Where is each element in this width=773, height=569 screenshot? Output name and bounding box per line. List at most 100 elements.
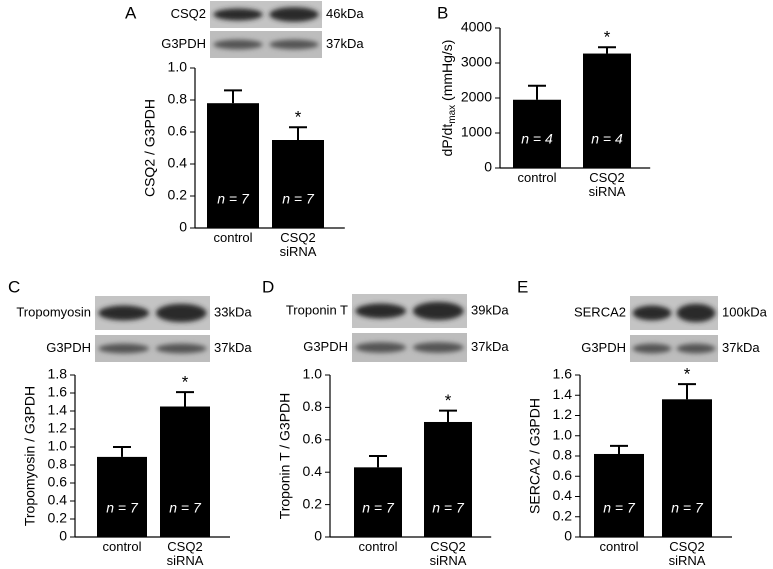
y-tick-label: 0.8	[303, 398, 323, 414]
x-tick-label: control	[517, 170, 557, 185]
y-axis-label: Troponin T / G3PDH	[277, 393, 293, 520]
y-axis-label: dP/dtmax (mmHg/s)	[439, 40, 458, 157]
y-tick-label: 1.8	[48, 366, 68, 382]
y-tick-label: 0	[59, 528, 67, 544]
y-tick-label: 1.0	[48, 438, 68, 454]
panel-letter: E	[517, 277, 528, 296]
y-tick-label: 0.4	[48, 492, 68, 508]
y-tick-label: 0.2	[553, 507, 573, 523]
blot-band	[632, 343, 672, 354]
y-tick-label: 0.6	[168, 123, 188, 139]
y-tick-label: 0.8	[553, 447, 573, 463]
blot-size: 39kDa	[471, 302, 509, 317]
blot-size: 100kDa	[722, 304, 768, 319]
bar	[583, 53, 631, 168]
bar	[424, 421, 472, 537]
blot-size: 37kDa	[326, 36, 364, 51]
panel-letter: D	[262, 277, 274, 296]
panel-letter: B	[437, 3, 448, 22]
blot-band	[269, 39, 319, 50]
y-tick-label: 0.6	[48, 474, 68, 490]
y-tick-label: 1.0	[553, 426, 573, 442]
y-tick-label: 0	[314, 528, 322, 544]
y-tick-label: 0.8	[48, 456, 68, 472]
y-tick-label: 1.2	[48, 420, 68, 436]
y-tick-label: 0	[484, 159, 492, 175]
y-axis-label: Tropomyosin / G3PDH	[22, 386, 38, 526]
y-tick-label: 0.6	[303, 431, 323, 447]
blot-band	[269, 7, 319, 22]
blot-size: 46kDa	[326, 6, 364, 21]
blot-protein: Troponin T	[286, 302, 348, 317]
bar	[272, 140, 324, 228]
blot-protein: G3PDH	[46, 340, 91, 355]
n-label: n = 7	[362, 500, 395, 516]
y-label-sub: max	[447, 105, 458, 124]
y-tick-label: 0.8	[168, 91, 188, 107]
significance-marker: *	[445, 391, 452, 410]
n-label: n = 7	[169, 500, 202, 516]
panel-letter: A	[125, 3, 137, 22]
blot-band	[676, 343, 716, 354]
blot-protein: Tropomyosin	[16, 304, 91, 319]
blot-band	[98, 343, 150, 354]
y-tick-label: 0.2	[303, 495, 323, 511]
blot-band	[155, 303, 207, 323]
y-tick-label: 0.4	[303, 463, 323, 479]
significance-marker: *	[295, 108, 302, 127]
x-tick-label: CSQ2 siRNA	[588, 170, 626, 199]
blot-band	[632, 305, 672, 321]
x-tick-label: control	[599, 539, 639, 554]
blot-band	[412, 342, 464, 353]
y-tick-label: 4000	[461, 19, 492, 35]
panel-letter: C	[8, 277, 20, 296]
y-tick-label: 0.4	[168, 155, 188, 171]
y-label-unit: (mmHg/s)	[439, 40, 455, 105]
y-tick-label: 1.4	[48, 402, 68, 418]
x-tick-label: control	[102, 539, 142, 554]
x-tick-label: CSQ2 siRNA	[668, 539, 706, 568]
y-tick-label: 0.6	[553, 467, 573, 483]
significance-marker: *	[684, 365, 691, 384]
blot-size: 37kDa	[722, 340, 760, 355]
bar	[160, 406, 210, 537]
x-tick-label: CSQ2 siRNA	[429, 539, 467, 568]
n-label: n = 7	[432, 500, 465, 516]
n-label: n = 7	[282, 191, 315, 207]
y-tick-label: 1.0	[168, 59, 188, 75]
x-tick-label: CSQ2 siRNA	[166, 539, 204, 568]
bar	[662, 399, 712, 537]
bar	[513, 99, 561, 168]
significance-marker: *	[604, 28, 611, 47]
blot-band	[213, 8, 263, 21]
n-label: n = 7	[603, 500, 636, 516]
y-tick-label: 2000	[461, 89, 492, 105]
y-tick-label: 0.2	[168, 187, 188, 203]
n-label: n = 4	[521, 131, 553, 147]
bar	[207, 103, 259, 228]
blot-band	[412, 301, 464, 321]
blot-band	[676, 303, 716, 323]
blot-band	[355, 303, 407, 319]
x-tick-label: control	[358, 539, 398, 554]
n-label: n = 4	[591, 131, 623, 147]
blot-protein: CSQ2	[171, 6, 206, 21]
n-label: n = 7	[217, 191, 250, 207]
y-tick-label: 1.0	[303, 366, 323, 382]
significance-marker: *	[182, 373, 189, 392]
bar	[594, 453, 644, 537]
blot-band	[355, 342, 407, 353]
y-axis-label: SERCA2 / G3PDH	[527, 398, 543, 514]
x-tick-label: CSQ2 siRNA	[279, 230, 317, 259]
y-tick-label: 0	[179, 219, 187, 235]
x-tick-label: control	[213, 230, 253, 245]
blot-size: 37kDa	[214, 340, 252, 355]
bar	[354, 467, 402, 537]
blot-size: 33kDa	[214, 304, 252, 319]
y-tick-label: 3000	[461, 54, 492, 70]
blot-protein: G3PDH	[161, 36, 206, 51]
blot-protein: G3PDH	[303, 339, 348, 354]
bar	[97, 456, 147, 537]
